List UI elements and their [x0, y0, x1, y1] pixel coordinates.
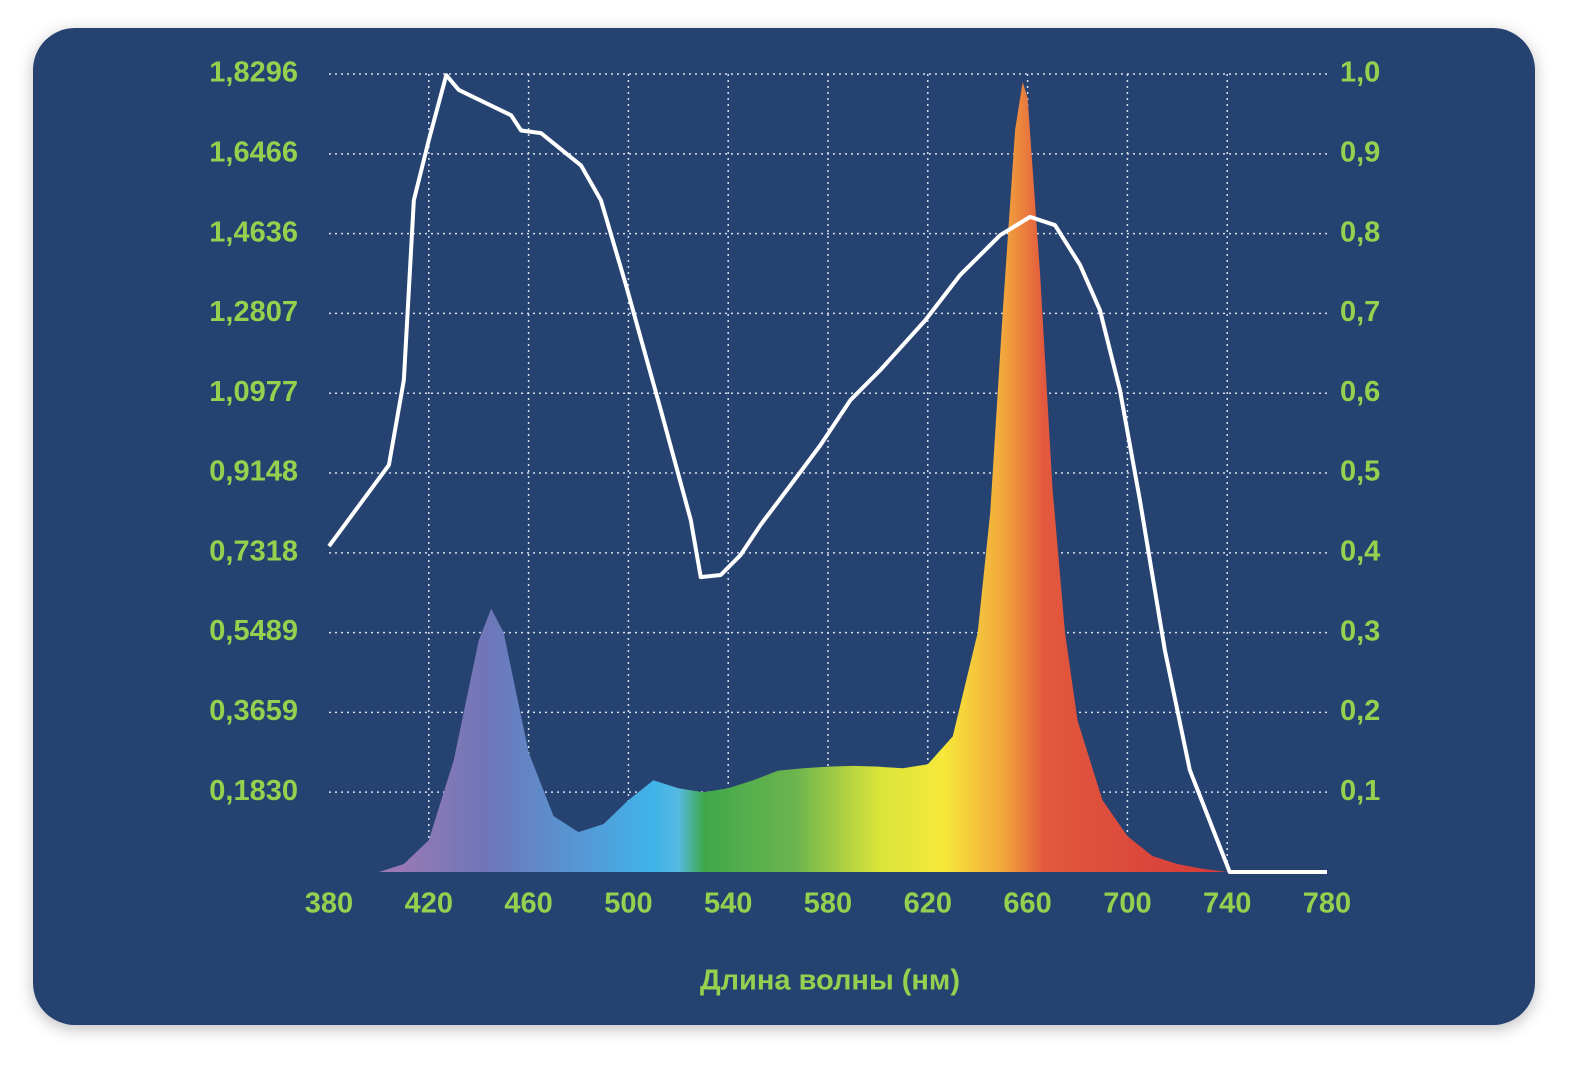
y-tick-label: 1,6466: [209, 136, 298, 168]
panel: [33, 28, 1535, 1025]
y-tick-label: 0,9148: [209, 456, 298, 488]
y2-tick-label: 0,1: [1340, 775, 1380, 807]
y2-tick-label: 0,9: [1340, 136, 1380, 168]
y-tick-label: 0,7318: [209, 535, 298, 567]
x-axis-title: Длина волны (нм): [700, 965, 960, 997]
y-tick-label: 1,2807: [209, 296, 298, 328]
y2-tick-label: 0,2: [1340, 695, 1380, 727]
y2-tick-label: 0,6: [1340, 376, 1380, 408]
x-tick-label: 420: [405, 888, 453, 920]
y-tick-label: 0,5489: [209, 615, 298, 647]
x-tick-label: 740: [1203, 888, 1251, 920]
y2-tick-label: 0,3: [1340, 615, 1380, 647]
x-tick-label: 500: [604, 888, 652, 920]
x-tick-label: 580: [804, 888, 852, 920]
y-tick-label: 0,3659: [209, 695, 298, 727]
y-tick-label: 1,8296: [209, 57, 298, 89]
x-tick-label: 460: [504, 888, 552, 920]
y-tick-label: 0,1830: [209, 775, 298, 807]
data-line: [327, 73, 1327, 874]
y2-tick-label: 0,8: [1340, 216, 1380, 248]
spectrum-area: [378, 81, 1228, 873]
y-tick-label: 1,4636: [209, 216, 298, 248]
y2-tick-label: 0,5: [1340, 456, 1380, 488]
x-tick-label: 660: [1003, 888, 1051, 920]
y2-tick-label: 0,7: [1340, 296, 1380, 328]
x-tick-label: 700: [1103, 888, 1151, 920]
y2-tick-label: 1,0: [1340, 57, 1380, 89]
x-tick-label: 380: [305, 888, 353, 920]
x-tick-label: 620: [904, 888, 952, 920]
x-tick-label: 540: [704, 888, 752, 920]
y2-tick-label: 0,4: [1340, 535, 1380, 567]
y-tick-label: 1,0977: [209, 376, 298, 408]
x-tick-label: 780: [1303, 888, 1351, 920]
